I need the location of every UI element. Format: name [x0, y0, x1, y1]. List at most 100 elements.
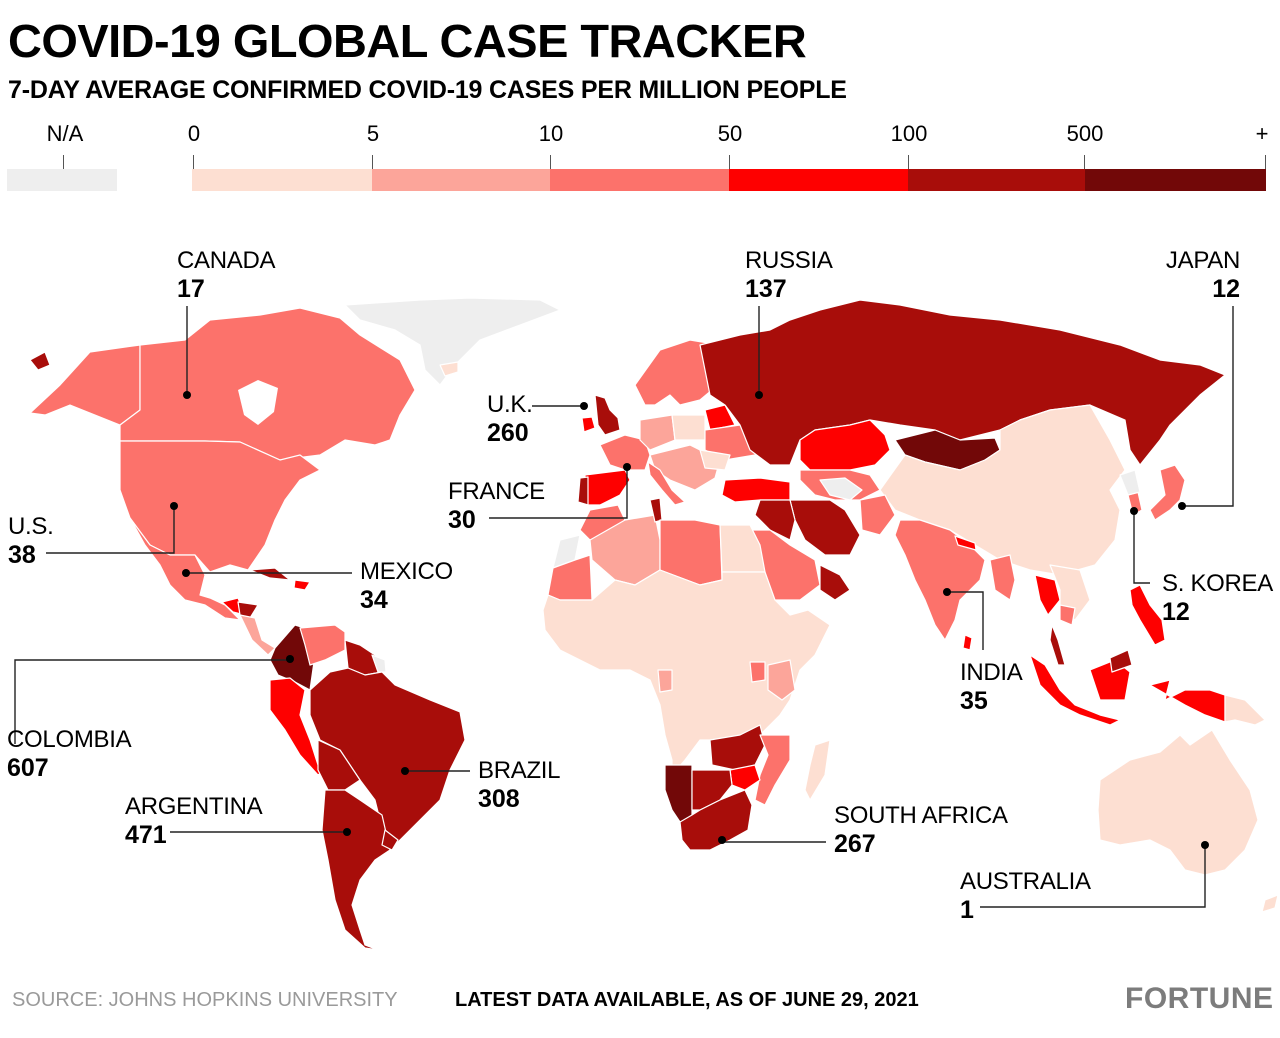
country-papua-new-guinea[interactable] [1224, 694, 1266, 726]
country-australia[interactable] [1097, 729, 1259, 876]
chart-title: COVID-19 GLOBAL CASE TRACKER [8, 15, 807, 67]
country-malaysia-borneo[interactable] [1109, 649, 1133, 673]
country-namibia[interactable] [664, 764, 693, 823]
legend-tick [908, 155, 909, 170]
label-mexico-name: MEXICO [360, 558, 453, 585]
country-turkmenistan[interactable] [819, 477, 863, 501]
legend-swatch-5-10 [372, 169, 550, 191]
country-sri-lanka[interactable] [962, 634, 973, 651]
marker-brazil [401, 767, 409, 775]
marker-japan [1178, 502, 1186, 510]
label-russia-name: RUSSIA [745, 247, 833, 274]
country-myanmar[interactable] [989, 554, 1016, 601]
country-uk[interactable] [594, 394, 621, 436]
label-canada: CANADA 17 [177, 247, 276, 302]
marker-mexico [182, 569, 190, 577]
country-south-africa[interactable] [679, 789, 753, 851]
country-dominican-republic[interactable] [293, 579, 311, 591]
country-north-korea[interactable] [1119, 469, 1141, 496]
label-australia: AUSTRALIA 1 [960, 870, 1091, 923]
chart-subtitle: 7-DAY AVERAGE CONFIRMED COVID-19 CASES P… [8, 76, 847, 104]
country-russia[interactable] [699, 299, 1226, 466]
label-colombia-value: 607 [7, 754, 49, 782]
marker-france [623, 463, 631, 471]
country-uganda[interactable] [749, 661, 766, 683]
marker-uk [580, 402, 588, 410]
label-russia-value: 137 [745, 275, 787, 303]
country-egypt[interactable] [719, 524, 766, 573]
legend-tick [63, 155, 64, 170]
country-kenya[interactable] [767, 659, 796, 701]
label-skorea-name: S. KOREA [1162, 570, 1273, 597]
country-spain[interactable] [584, 469, 631, 506]
label-india: INDIA 35 [960, 661, 1023, 714]
country-new-zealand[interactable] [1261, 894, 1279, 913]
country-argentina[interactable] [321, 789, 391, 951]
legend-label-100: 100 [890, 121, 928, 146]
country-portugal[interactable] [577, 476, 589, 506]
country-gabon[interactable] [657, 669, 673, 693]
country-philippines[interactable] [1129, 584, 1166, 646]
label-skorea: S. KOREA 12 [1162, 572, 1273, 625]
legend-tick [372, 155, 373, 170]
country-thailand[interactable] [1034, 574, 1061, 616]
label-argentina-name: ARGENTINA [125, 793, 263, 820]
country-romania[interactable] [699, 449, 731, 471]
country-zimbabwe[interactable] [729, 764, 761, 791]
country-indonesia[interactable] [1029, 654, 1121, 726]
country-iraq[interactable] [754, 499, 796, 541]
leader-india [947, 591, 984, 650]
country-ireland[interactable] [581, 416, 596, 433]
country-cambodia[interactable] [1059, 604, 1076, 626]
country-kazakhstan[interactable] [799, 419, 891, 471]
label-southafrica: SOUTH AFRICA 267 [834, 804, 1008, 857]
country-greenland[interactable] [344, 297, 561, 386]
legend-label-50: 50 [717, 121, 743, 146]
region-sahel-west[interactable] [542, 569, 831, 776]
label-india-value: 35 [960, 687, 988, 715]
country-mozambique[interactable] [754, 734, 791, 806]
country-iceland[interactable] [439, 361, 459, 377]
country-italy[interactable] [647, 461, 686, 506]
country-malaysia[interactable] [1049, 624, 1066, 666]
label-australia-value: 1 [960, 896, 974, 924]
marker-southafrica [718, 836, 726, 844]
label-uk-name: U.K. [487, 391, 533, 418]
label-france: FRANCE 30 [448, 480, 545, 533]
legend-tick [193, 155, 194, 170]
label-australia-name: AUSTRALIA [960, 868, 1091, 895]
label-japan-name: JAPAN [1165, 247, 1240, 274]
leader-japan [1182, 306, 1234, 507]
leader-skorea [1133, 512, 1150, 584]
region-central-america-3[interactable] [239, 614, 276, 656]
legend-tick [729, 155, 730, 170]
country-zambia[interactable] [709, 724, 766, 771]
country-oman[interactable] [819, 564, 851, 601]
leader-us [46, 506, 175, 554]
country-belarus[interactable] [704, 404, 736, 431]
legend-swatch-10-50 [550, 169, 729, 191]
country-madagascar[interactable] [804, 739, 831, 801]
label-southafrica-name: SOUTH AFRICA [834, 802, 1008, 829]
country-indonesia-east[interactable] [1149, 679, 1226, 723]
country-nepal[interactable] [954, 535, 977, 551]
country-japan[interactable] [1149, 464, 1186, 521]
label-canada-name: CANADA [177, 247, 276, 274]
label-us: U.S. 38 [8, 515, 54, 568]
source-note: SOURCE: JOHNS HOPKINS UNIVERSITY [12, 989, 398, 1011]
country-mexico[interactable] [129, 517, 241, 621]
country-cuba[interactable] [249, 567, 291, 581]
legend-swatch-na [7, 169, 117, 191]
country-uruguay[interactable] [381, 829, 399, 851]
leader-france [489, 468, 628, 519]
label-colombia-name: COLOMBIA [7, 726, 132, 753]
country-germany[interactable] [639, 414, 676, 451]
country-iran[interactable] [789, 499, 861, 556]
country-venezuela[interactable] [299, 624, 346, 666]
country-turkey[interactable] [721, 477, 791, 503]
country-afghanistan[interactable] [859, 494, 896, 536]
country-india[interactable] [894, 519, 986, 641]
label-uk-value: 260 [487, 419, 529, 447]
country-poland[interactable] [671, 414, 706, 441]
label-india-name: INDIA [960, 659, 1023, 686]
